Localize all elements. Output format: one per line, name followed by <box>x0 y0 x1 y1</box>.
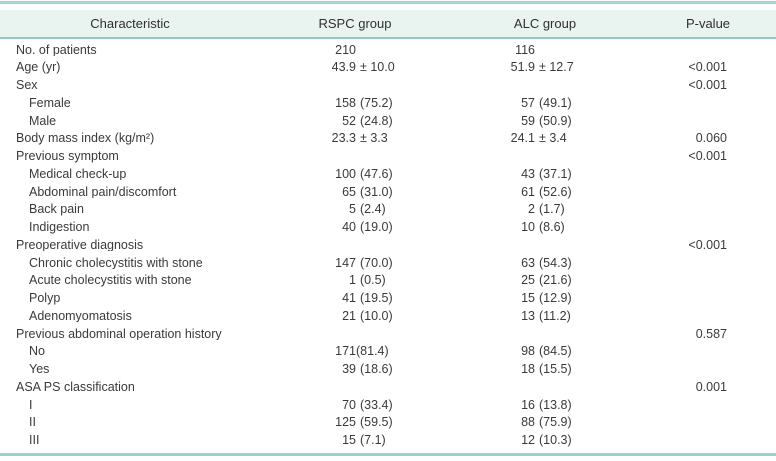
alc-value: 57 (49.1) <box>521 95 572 110</box>
rspc-value: 5 (2.4) <box>349 202 386 217</box>
row-pvalue: 0.001 <box>695 379 727 394</box>
table-body: No. of patients 210 116 Age (yr) 43.9 ± 1… <box>0 39 776 449</box>
table-row: Abdominal pain/discomfort 65 (31.0) 61 (52… <box>0 183 776 201</box>
row-label: Male <box>29 114 57 128</box>
row-label: Sex <box>16 79 38 92</box>
rspc-value: 210 <box>335 42 356 57</box>
rspc-value: 125 (59.5) <box>335 415 393 430</box>
table-row: I 70 (33.4) 16 (13.8) <box>0 396 776 414</box>
alc-value: 116 <box>515 42 535 57</box>
table-bottom-rule <box>0 453 776 457</box>
row-label: Body mass index (kg/m²) <box>16 132 155 145</box>
alc-value: 63 (54.3) <box>521 255 572 270</box>
rspc-value: 1 (0.5) <box>349 273 386 288</box>
rspc-value: 41 (19.5) <box>342 291 393 306</box>
table-row: Yes 39 (18.6) 18 (15.5) <box>0 361 776 379</box>
rspc-value: 70 (33.4) <box>342 397 393 412</box>
row-label: Female <box>29 96 71 110</box>
alc-value: 2 (1.7) <box>528 202 565 217</box>
table-row: Back pain 5 (2.4) 2 (1.7) <box>0 201 776 219</box>
row-pvalue: 0.587 <box>695 326 727 341</box>
table-row: Body mass index (kg/m²) 23.3 ± 3.3 24.1 ± … <box>0 130 776 148</box>
alc-value: 98 (84.5) <box>521 344 572 359</box>
table-row: Preoperative diagnosis <0.001 <box>0 236 776 254</box>
row-label: III <box>29 434 40 447</box>
row-pvalue: <0.001 <box>688 237 727 252</box>
row-label: II <box>29 416 36 429</box>
row-label: Back pain <box>29 203 84 216</box>
alc-value: 61 (52.6) <box>521 184 572 199</box>
table-row: Indigestion 40 (19.0) 10 (8.6) <box>0 219 776 237</box>
row-label: Yes <box>29 363 50 376</box>
table-row: Female 158 (75.2) 57 (49.1) <box>0 94 776 112</box>
row-label: No. of patients <box>16 43 97 57</box>
row-pvalue: <0.001 <box>688 78 727 93</box>
table-row: Medical check-up 100 (47.6) 43 (37.1) <box>0 165 776 183</box>
column-header-characteristic: Characteristic <box>90 16 170 31</box>
table-row: Male 52 (24.8) 59 (50.9) <box>0 112 776 130</box>
rspc-value: 15 (7.1) <box>342 433 386 448</box>
row-label: Chronic cholecystitis with stone <box>29 256 203 270</box>
table-row: Chronic cholecystitis with stone 147 (70.… <box>0 254 776 272</box>
table-row: No 171 (81.4) 98 (84.5) <box>0 343 776 361</box>
table-row: Adenomyomatosis 21 (10.0) 13 (11.2) <box>0 307 776 325</box>
table-row: Previous abdominal operation history 0.5… <box>0 325 776 343</box>
alc-value: 51.9 ± 12.7 <box>510 60 574 75</box>
rspc-value: 39 (18.6) <box>342 362 393 377</box>
alc-value: 59 (50.9) <box>521 113 572 128</box>
alc-value: 43 (37.1) <box>521 166 572 181</box>
alc-value: 24.1 ± 3.4 <box>510 131 567 146</box>
table-row: III 15 (7.1) 12 (10.3) <box>0 432 776 450</box>
table-header-row: Characteristic RSPC group ALC group P-va… <box>0 10 776 39</box>
table-row: No. of patients 210 116 <box>0 41 776 59</box>
rspc-value: 158 (75.2) <box>335 95 393 110</box>
row-label: Previous abdominal operation history <box>16 327 222 341</box>
rspc-value: 171 (81.4) <box>335 344 389 359</box>
rspc-value: 52 (24.8) <box>342 113 393 128</box>
table-row: Previous symptom <0.001 <box>0 148 776 166</box>
row-pvalue: 0.060 <box>695 131 727 146</box>
alc-value: 16 (13.8) <box>521 397 572 412</box>
rspc-value: 40 (19.0) <box>342 220 393 235</box>
column-header-p-value: P-value <box>685 16 731 31</box>
alc-value: 18 (15.5) <box>521 362 572 377</box>
row-pvalue: <0.001 <box>688 60 727 75</box>
column-header-alc-group: ALC group <box>513 16 577 31</box>
row-label: Adenomyomatosis <box>29 309 132 323</box>
table-row: II 125 (59.5) 88 (75.9) <box>0 414 776 432</box>
row-label: Indigestion <box>29 221 90 234</box>
alc-value: 15 (12.9) <box>521 291 572 306</box>
table-row: Age (yr) 43.9 ± 10.0 51.9 ± 12.7 <0.001 <box>0 59 776 77</box>
table-row: ASA PS classification 0.001 <box>0 378 776 396</box>
row-label: Previous symptom <box>16 150 119 163</box>
row-label: Acute cholecystitis with stone <box>29 274 192 287</box>
column-header-rspc-group: RSPC group <box>318 16 392 31</box>
alc-value: 88 (75.9) <box>521 415 572 430</box>
rspc-value: 43.9 ± 10.0 <box>331 60 395 75</box>
table-row: Acute cholecystitis with stone 1 (0.5) 25… <box>0 272 776 290</box>
row-label: Medical check-up <box>29 167 127 181</box>
table-row: Polyp 41 (19.5) 15 (12.9) <box>0 290 776 308</box>
row-label: Age (yr) <box>16 61 61 74</box>
row-label: I <box>29 398 33 412</box>
alc-value: 12 (10.3) <box>521 433 572 448</box>
row-label: ASA PS classification <box>16 380 135 394</box>
rspc-value: 65 (31.0) <box>342 184 393 199</box>
row-label: Abdominal pain/discomfort <box>29 185 177 199</box>
row-label: Preoperative diagnosis <box>16 238 144 252</box>
rspc-value: 21 (10.0) <box>342 308 393 323</box>
row-label: Polyp <box>29 292 61 305</box>
table-row: Sex <0.001 <box>0 77 776 95</box>
alc-value: 13 (11.2) <box>521 308 571 323</box>
spacer <box>0 4 776 10</box>
rspc-value: 147 (70.0) <box>335 255 393 270</box>
table-top-rule <box>0 1 776 4</box>
alc-value: 10 (8.6) <box>521 220 565 235</box>
row-pvalue: <0.001 <box>688 149 727 164</box>
row-label: No <box>29 345 45 358</box>
alc-value: 25 (21.6) <box>521 273 572 288</box>
rspc-value: 100 (47.6) <box>335 166 393 181</box>
rspc-value: 23.3 ± 3.3 <box>331 131 388 146</box>
